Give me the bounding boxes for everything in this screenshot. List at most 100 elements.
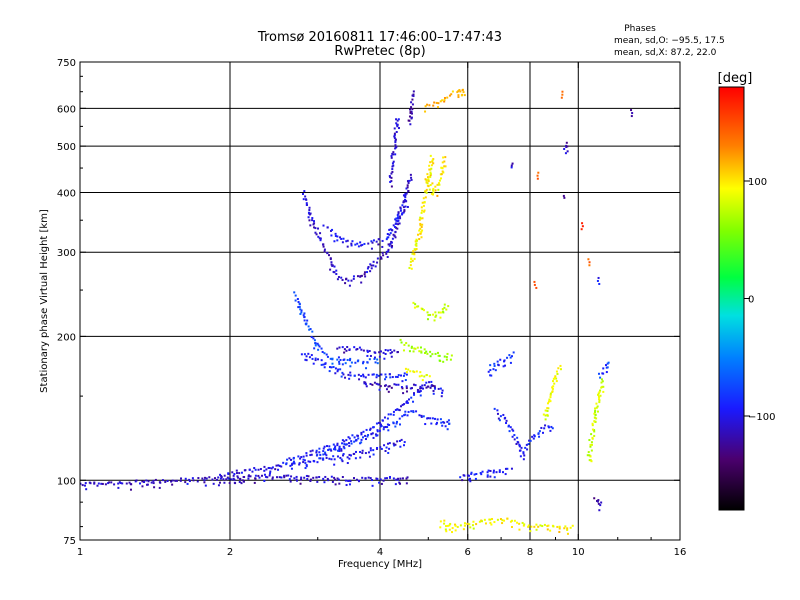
echo-point [203,481,206,484]
echo-point [516,436,519,439]
echo-point [366,435,369,438]
echo-point [393,137,396,140]
echo-point [415,410,418,413]
echo-point [419,394,422,397]
echo-point [335,269,338,272]
echo-point [418,375,421,378]
echo-point [421,308,424,311]
echo-point [515,442,518,445]
echo-point [395,422,398,425]
echo-point [407,181,410,184]
echo-point [346,358,349,361]
echo-point [559,364,562,367]
echo-point [305,359,308,362]
echo-point [322,457,325,460]
echo-point [561,93,564,96]
echo-point [446,428,449,431]
echo-point [383,416,386,419]
echo-point [382,351,385,354]
x-tick-label: 16 [674,547,687,558]
echo-point [434,352,437,355]
echo-point [423,201,426,204]
echo-point [563,196,566,199]
echo-point [208,476,211,479]
echo-point [390,155,393,158]
echo-point [343,440,346,443]
echo-point [307,475,310,478]
echo-point [367,476,370,479]
echo-point [315,233,318,236]
echo-point [379,425,382,428]
echo-point [391,152,394,155]
echo-point [339,236,342,239]
echo-point [419,371,422,374]
echo-point [369,263,372,266]
echo-point [393,444,396,447]
echo-point [392,160,395,163]
echo-point [516,521,519,524]
echo-point [214,477,217,480]
echo-point [591,428,594,431]
echo-point [359,241,362,244]
echo-point [285,474,288,477]
echo-point [389,352,392,355]
echo-point [290,458,293,461]
echo-point [318,451,321,454]
echo-point [459,90,462,93]
echo-point [427,178,430,181]
echo-point [384,477,387,480]
echo-point [383,426,386,429]
echo-point [543,427,546,430]
echo-point [451,527,454,530]
echo-point [396,376,399,379]
echo-point [406,180,409,183]
echo-point [371,241,374,244]
echo-point [295,478,298,481]
echo-point [424,423,427,426]
echo-point [509,356,512,359]
stats-line-o: mean, sd,O: −95.5, 17.5 [614,36,725,46]
echo-point [376,434,379,437]
echo-point [309,450,312,453]
echo-point [589,445,592,448]
echo-point [439,526,442,529]
echo-point [313,460,316,463]
echo-point [551,386,554,389]
echo-point [293,462,296,465]
echo-point [378,388,381,391]
echo-point [375,434,378,437]
echo-point [403,372,406,375]
echo-point [601,385,604,388]
echo-point [489,364,492,367]
echo-point [546,407,549,410]
echo-point [486,475,489,478]
chart-subtitle: RwPretec (8p) [334,44,425,59]
echo-point [159,481,162,484]
echo-point [436,418,439,421]
echo-point [431,189,434,192]
echo-point [277,464,280,467]
echo-point [327,448,330,451]
echo-point [338,346,341,349]
chart-title: Tromsø 20160811 17:46:00–17:47:43 [257,30,502,45]
echo-point [605,364,608,367]
echo-point [405,387,408,390]
echo-point [323,250,326,253]
echo-point [443,519,446,522]
echo-point [404,379,407,382]
echo-point [432,389,435,392]
echo-point [304,467,307,470]
echo-point [408,115,411,118]
echo-point [339,368,342,371]
echo-point [305,203,308,206]
echo-point [108,481,111,484]
echo-point [380,425,383,428]
echo-point [546,414,549,417]
x-tick-label: 10 [572,547,585,558]
echo-point [395,219,398,222]
echo-point [329,229,332,232]
echo-point [305,355,308,358]
echo-point [600,378,603,381]
echo-point [348,284,351,287]
echo-point [432,162,435,165]
